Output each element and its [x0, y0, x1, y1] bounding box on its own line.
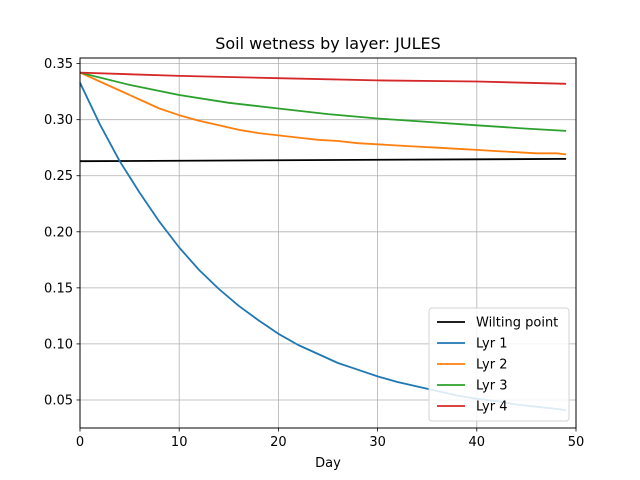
y-tick-label: 0.20	[44, 225, 73, 240]
x-tick-label: 0	[76, 435, 84, 450]
series-line-wilting-point	[79, 158, 567, 163]
y-tick-label: 0.05	[44, 393, 73, 408]
x-axis: 0 10 20 30 40 50	[76, 428, 584, 450]
legend-label-lyr-4: Lyr 4	[476, 400, 508, 415]
x-tick-label: 30	[369, 435, 386, 450]
grid	[79, 58, 577, 428]
x-tick-label: 40	[469, 435, 486, 450]
series-line-lyr-3	[79, 71, 567, 132]
x-axis-label: Day	[315, 456, 341, 471]
x-tick-label: 10	[171, 435, 188, 450]
y-tick-label: 0.15	[44, 281, 73, 296]
legend: Wilting point Lyr 1 Lyr 2 Lyr 3 Lyr 4	[428, 307, 570, 422]
legend-box	[428, 307, 570, 422]
y-tick-label: 0.25	[44, 169, 73, 184]
series-line-lyr-4	[79, 71, 567, 85]
y-tick-label: 0.35	[44, 57, 73, 72]
legend-label-lyr-1: Lyr 1	[476, 337, 508, 352]
chart-title: Soil wetness by layer: JULES	[215, 34, 441, 53]
series-line-lyr-2	[79, 71, 567, 156]
y-tick-label: 0.30	[44, 113, 73, 128]
y-tick-label: 0.10	[44, 337, 73, 352]
legend-label-lyr-2: Lyr 2	[476, 358, 508, 373]
y-axis: 0.05 0.10 0.15 0.20 0.25 0.30 0.35	[44, 57, 80, 408]
legend-label-lyr-3: Lyr 3	[476, 379, 508, 394]
legend-label-wilting-point: Wilting point	[476, 316, 558, 331]
x-tick-label: 50	[568, 435, 585, 450]
plot-frame	[79, 57, 577, 429]
x-tick-label: 20	[270, 435, 287, 450]
